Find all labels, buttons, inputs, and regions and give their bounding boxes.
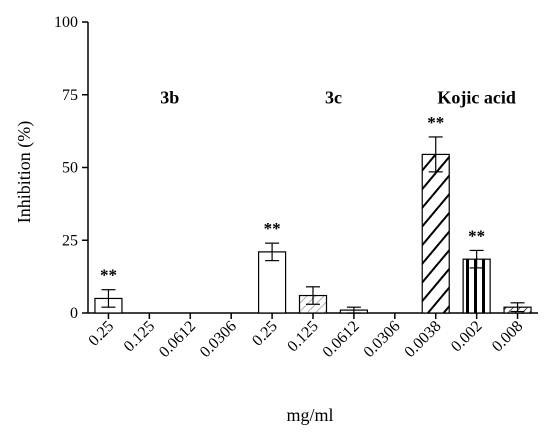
bar-8: [421, 153, 450, 314]
x-tick-label-4: 0.25: [249, 318, 281, 350]
x-tick-label-2: 0.0612: [156, 318, 199, 361]
y-tick-label-50: 50: [62, 160, 78, 177]
x-tick-label-9: 0.002: [448, 318, 485, 355]
x-tick-label-7: 0.0306: [361, 318, 404, 361]
significance-mark-9: **: [468, 226, 485, 245]
group-label-0: 3b: [160, 87, 179, 107]
x-tick-label-0: 0.25: [85, 318, 117, 350]
group-label-1: 3c: [325, 87, 342, 107]
bar-4: [257, 251, 287, 314]
y-tick-label-0: 0: [70, 305, 78, 322]
x-tick-label-5: 0.125: [284, 318, 321, 355]
y-axis-title: Inhibition (%): [14, 121, 35, 223]
x-axis-title: mg/ml: [286, 405, 333, 425]
significance-mark-0: **: [100, 266, 117, 285]
x-tick-label-6: 0.0612: [320, 318, 363, 361]
significance-mark-8: **: [427, 113, 444, 132]
y-tick-label-100: 100: [54, 14, 78, 31]
x-tick-label-8: 0.0038: [401, 318, 444, 361]
y-tick-label-75: 75: [62, 87, 78, 104]
y-tick-label-25: 25: [62, 232, 78, 249]
group-label-2: Kojic acid: [437, 87, 516, 107]
x-tick-label-1: 0.125: [121, 318, 158, 355]
significance-mark-4: **: [264, 219, 281, 238]
x-tick-label-3: 0.0306: [197, 318, 240, 361]
x-tick-label-10: 0.008: [489, 318, 526, 355]
